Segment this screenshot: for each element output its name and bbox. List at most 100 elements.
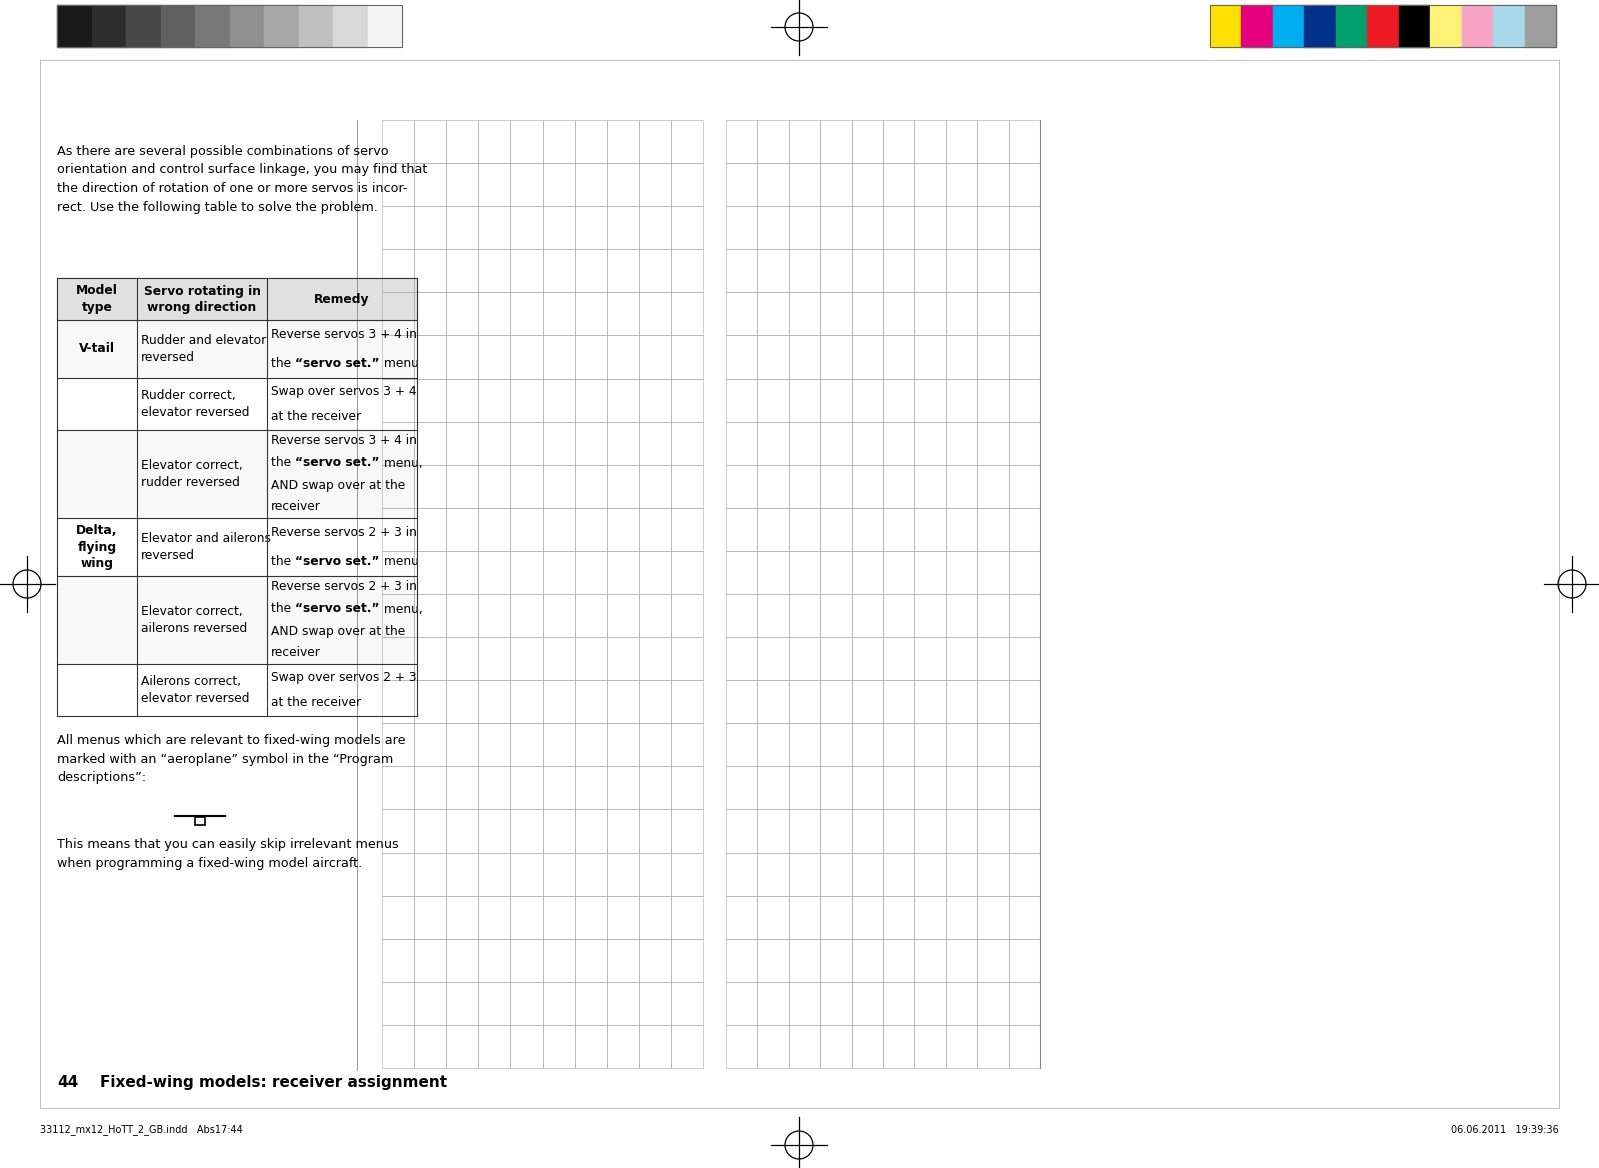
- Bar: [915, 551, 945, 595]
- Bar: [758, 982, 788, 1024]
- Bar: [672, 378, 704, 422]
- Bar: [446, 207, 478, 249]
- Text: Rudder and elevator
reversed: Rudder and elevator reversed: [141, 334, 267, 364]
- Bar: [758, 508, 788, 551]
- Bar: [758, 680, 788, 723]
- Bar: [945, 335, 977, 378]
- Bar: [368, 5, 401, 47]
- Bar: [915, 896, 945, 939]
- Text: Swap over servos 3 + 4: Swap over servos 3 + 4: [270, 384, 417, 397]
- Bar: [945, 595, 977, 637]
- Text: “servo set.”: “servo set.”: [294, 457, 379, 470]
- Bar: [414, 164, 446, 207]
- Bar: [945, 465, 977, 508]
- Bar: [638, 378, 672, 422]
- Bar: [414, 680, 446, 723]
- Bar: [977, 809, 1009, 853]
- Bar: [606, 292, 638, 335]
- Bar: [788, 723, 820, 766]
- Bar: [852, 982, 883, 1024]
- Bar: [542, 551, 574, 595]
- Bar: [414, 1024, 446, 1068]
- Bar: [606, 120, 638, 164]
- Bar: [820, 982, 852, 1024]
- Bar: [977, 723, 1009, 766]
- Bar: [820, 1024, 852, 1068]
- Bar: [446, 853, 478, 896]
- Bar: [414, 939, 446, 982]
- Bar: [672, 982, 704, 1024]
- Bar: [1009, 982, 1039, 1024]
- Text: “servo set.”: “servo set.”: [294, 357, 379, 370]
- Bar: [788, 508, 820, 551]
- Bar: [1210, 5, 1556, 47]
- Bar: [758, 551, 788, 595]
- Bar: [883, 465, 915, 508]
- Bar: [510, 378, 542, 422]
- Bar: [852, 508, 883, 551]
- Bar: [820, 207, 852, 249]
- Bar: [758, 249, 788, 292]
- Bar: [606, 896, 638, 939]
- Bar: [478, 120, 510, 164]
- Bar: [414, 551, 446, 595]
- Bar: [382, 680, 414, 723]
- Bar: [195, 816, 205, 825]
- Bar: [883, 853, 915, 896]
- Bar: [672, 164, 704, 207]
- Bar: [478, 249, 510, 292]
- Bar: [852, 595, 883, 637]
- Bar: [446, 335, 478, 378]
- Bar: [574, 292, 606, 335]
- Bar: [945, 292, 977, 335]
- Bar: [606, 207, 638, 249]
- Bar: [510, 809, 542, 853]
- Bar: [788, 637, 820, 680]
- Bar: [574, 465, 606, 508]
- Bar: [788, 939, 820, 982]
- Bar: [382, 335, 414, 378]
- Bar: [510, 939, 542, 982]
- Bar: [638, 508, 672, 551]
- Bar: [758, 809, 788, 853]
- Bar: [606, 164, 638, 207]
- Text: AND swap over at the: AND swap over at the: [270, 479, 405, 492]
- Text: menu,: menu,: [379, 457, 422, 470]
- Bar: [510, 595, 542, 637]
- Bar: [606, 422, 638, 465]
- Bar: [126, 5, 160, 47]
- Bar: [726, 378, 758, 422]
- Bar: [446, 939, 478, 982]
- Text: Delta,
flying
wing: Delta, flying wing: [77, 524, 118, 570]
- Bar: [1524, 5, 1556, 47]
- Bar: [883, 680, 915, 723]
- Bar: [945, 378, 977, 422]
- Bar: [91, 5, 126, 47]
- Bar: [638, 939, 672, 982]
- Bar: [382, 896, 414, 939]
- Bar: [788, 809, 820, 853]
- Bar: [510, 164, 542, 207]
- Bar: [758, 939, 788, 982]
- Bar: [382, 939, 414, 982]
- Bar: [574, 896, 606, 939]
- Bar: [414, 766, 446, 809]
- Bar: [382, 551, 414, 595]
- Bar: [788, 982, 820, 1024]
- Bar: [883, 292, 915, 335]
- Bar: [672, 853, 704, 896]
- Bar: [758, 465, 788, 508]
- Bar: [852, 723, 883, 766]
- Bar: [510, 120, 542, 164]
- Bar: [382, 207, 414, 249]
- Bar: [820, 809, 852, 853]
- Bar: [945, 1024, 977, 1068]
- Bar: [510, 766, 542, 809]
- Bar: [510, 982, 542, 1024]
- Bar: [945, 939, 977, 982]
- Bar: [638, 982, 672, 1024]
- Bar: [195, 5, 230, 47]
- Bar: [672, 595, 704, 637]
- Text: 33112_mx12_HoTT_2_GB.indd   Abs17:44: 33112_mx12_HoTT_2_GB.indd Abs17:44: [40, 1125, 243, 1135]
- Text: menu: menu: [379, 555, 419, 568]
